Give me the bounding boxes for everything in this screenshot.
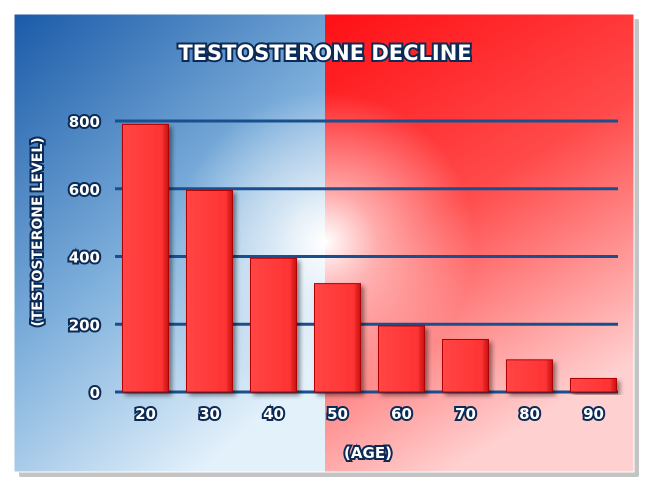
y-axis-label: (TESTOSTERONE LEVEL) <box>30 137 46 326</box>
y-tick-label: 600 <box>69 181 100 199</box>
x-tick-label: 20 <box>135 405 156 423</box>
bar-50 <box>314 283 361 393</box>
bar-90 <box>570 377 617 393</box>
x-axis-label: (AGE) <box>344 444 392 462</box>
bar-20 <box>122 123 169 393</box>
x-tick-label: 90 <box>583 405 604 423</box>
x-tick-label: 40 <box>263 405 284 423</box>
chart-title: TESTOSTERONE DECLINE <box>178 41 471 65</box>
x-tick-label: 70 <box>455 405 476 423</box>
bar-30 <box>186 189 233 393</box>
bar-40 <box>250 257 297 393</box>
bars <box>122 123 617 393</box>
bar-60 <box>378 325 425 393</box>
x-tick-label: 30 <box>199 405 220 423</box>
background-center-glow <box>14 14 634 472</box>
background-frame-border <box>13 13 635 473</box>
y-tick-label: 400 <box>69 249 100 267</box>
y-tick-label: 0 <box>90 384 100 402</box>
bar-80 <box>506 359 553 393</box>
y-tick-label: 200 <box>69 316 100 334</box>
x-tick-label: 50 <box>327 405 348 423</box>
y-tick-label: 800 <box>69 113 100 131</box>
y-tick-labels: 0 200 400 600 800 <box>67 111 102 404</box>
bar-70 <box>442 338 489 393</box>
x-tick-labels: 20 30 40 50 60 70 80 90 <box>133 403 606 425</box>
x-tick-label: 80 <box>519 405 540 423</box>
x-tick-label: 60 <box>391 405 412 423</box>
